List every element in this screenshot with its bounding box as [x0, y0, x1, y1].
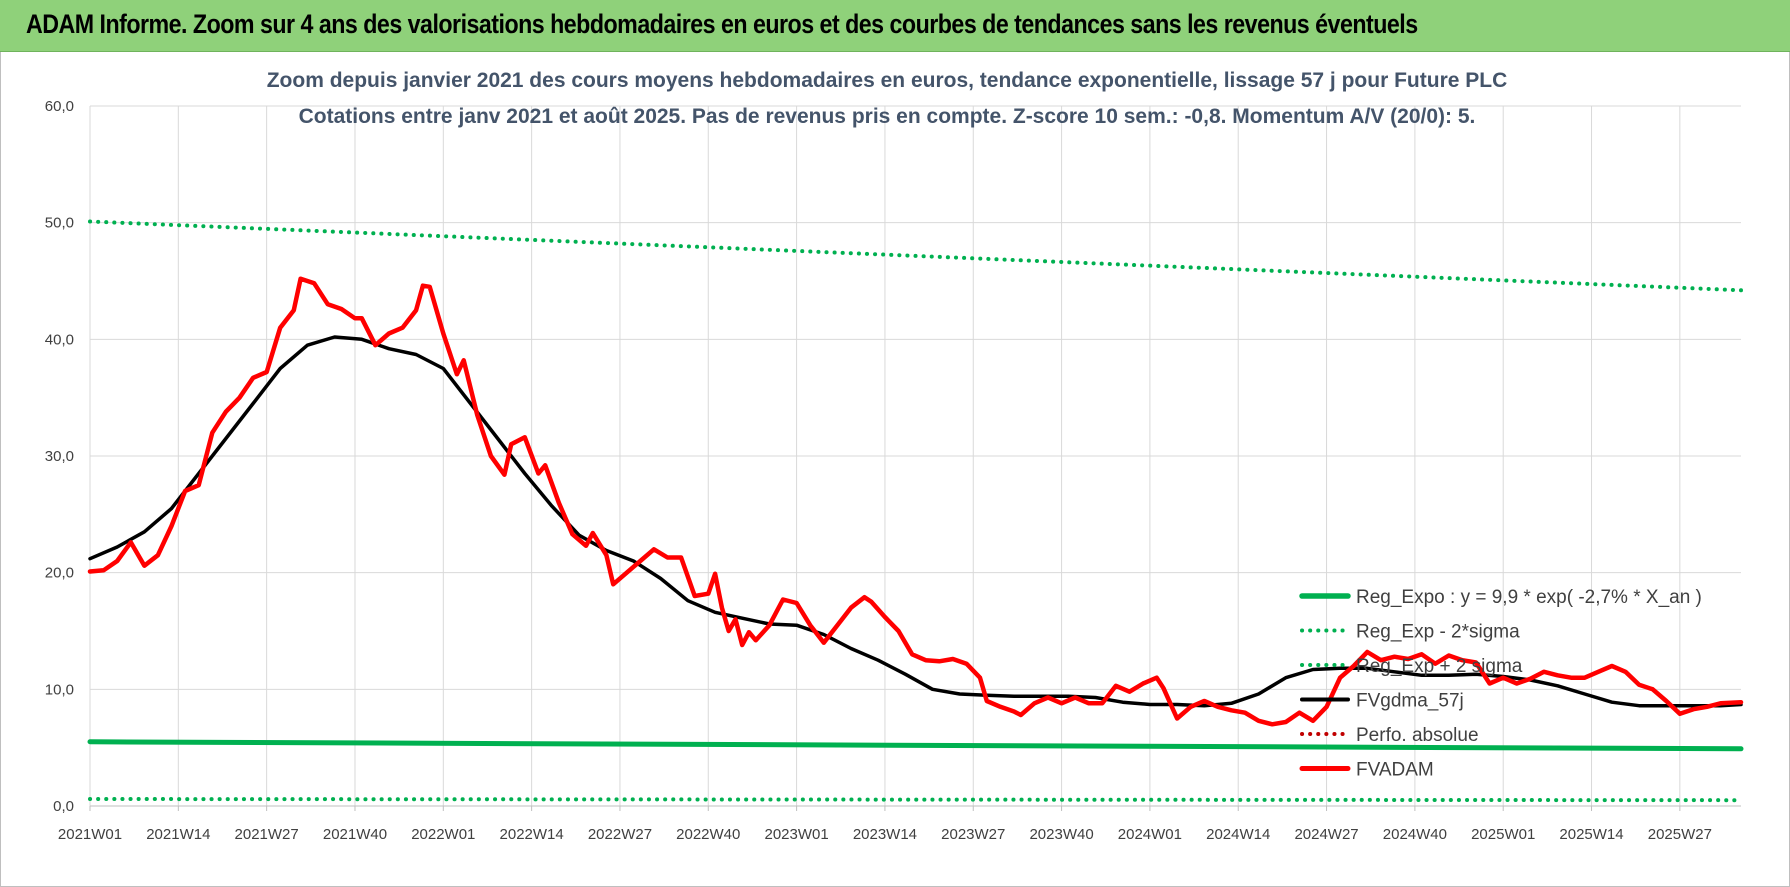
legend-item-reg: Reg_Expo : y = 9,9 * exp( -2,7% * X_an ): [1299, 587, 1702, 608]
legend-item-fvgdma: FVgdma_57j: [1300, 691, 1464, 712]
x-tick-label: 2021W01: [58, 826, 122, 843]
legend: Reg_Expo : y = 9,9 * exp( -2,7% * X_an )…: [1299, 587, 1702, 781]
series: [87, 219, 1744, 803]
legend-item-perfo: Perfo. absolue: [1300, 725, 1479, 746]
x-tick-label: 2025W01: [1471, 826, 1535, 843]
y-tick-label: 30,0: [45, 448, 74, 465]
series-line-reg: [87, 739, 1744, 752]
x-tick-label: 2023W27: [941, 826, 1005, 843]
x-tick-label: 2023W14: [853, 826, 917, 843]
x-tick-label: 2024W40: [1383, 826, 1447, 843]
x-tick-label: 2024W01: [1118, 826, 1182, 843]
y-tick-label: 60,0: [45, 98, 74, 115]
y-tick-label: 10,0: [45, 681, 74, 698]
x-tick-label: 2024W27: [1294, 826, 1358, 843]
x-tick-label: 2023W01: [764, 826, 828, 843]
x-axis: 2021W01 2021W14 2021W27 2021W40 2022W01 2022W…: [58, 805, 1741, 843]
series-line-reg_plus: [88, 219, 1743, 293]
chart-subtitle: Cotations entre janv 2021 et août 2025. …: [299, 105, 1476, 128]
legend-label: FVgdma_57j: [1356, 691, 1464, 712]
y-tick-label: 50,0: [45, 215, 74, 232]
y-tick-label: 0,0: [53, 798, 74, 815]
y-tick-label: 20,0: [45, 565, 74, 582]
x-tick-label: 2021W40: [323, 826, 387, 843]
legend-item-fvadam: FVADAM: [1299, 760, 1434, 781]
legend-label: Reg_Exp - 2*sigma: [1356, 622, 1520, 643]
x-tick-label: 2021W14: [146, 826, 210, 843]
x-tick-label: 2021W27: [235, 826, 299, 843]
x-tick-label: 2024W14: [1206, 826, 1270, 843]
report-banner: ADAM Informe. Zoom sur 4 ans des valoris…: [0, 0, 1790, 52]
x-tick-label: 2025W14: [1559, 826, 1623, 843]
x-tick-label: 2022W40: [676, 826, 740, 843]
series-line-fvgdma: [88, 335, 1743, 708]
x-tick-label: 2023W40: [1029, 826, 1093, 843]
banner-title: ADAM Informe. Zoom sur 4 ans des valoris…: [26, 9, 1418, 39]
legend-label: Reg_Exp + 2 sigma: [1356, 656, 1523, 677]
series-line-reg_minus: [88, 797, 1743, 803]
x-tick-label: 2022W14: [500, 826, 564, 843]
legend-label: Perfo. absolue: [1356, 725, 1479, 746]
chart-title: Zoom depuis janvier 2021 des cours moyen…: [267, 69, 1508, 92]
x-tick-label: 2025W27: [1648, 826, 1712, 843]
legend-label: FVADAM: [1356, 760, 1434, 781]
legend-item-reg_minus: Reg_Exp - 2*sigma: [1300, 622, 1520, 643]
series-line-fvadam: [87, 276, 1744, 727]
x-tick-label: 2022W27: [588, 826, 652, 843]
y-axis: 0,0 10,0 20,0 30,0 40,0 50,0 60,0: [45, 98, 74, 815]
y-tick-label: 40,0: [45, 331, 74, 348]
gridlines: [89, 105, 1741, 807]
x-tick-label: 2022W01: [411, 826, 475, 843]
legend-item-reg_plus: Reg_Exp + 2 sigma: [1300, 656, 1523, 677]
legend-label: Reg_Expo : y = 9,9 * exp( -2,7% * X_an ): [1356, 587, 1702, 608]
